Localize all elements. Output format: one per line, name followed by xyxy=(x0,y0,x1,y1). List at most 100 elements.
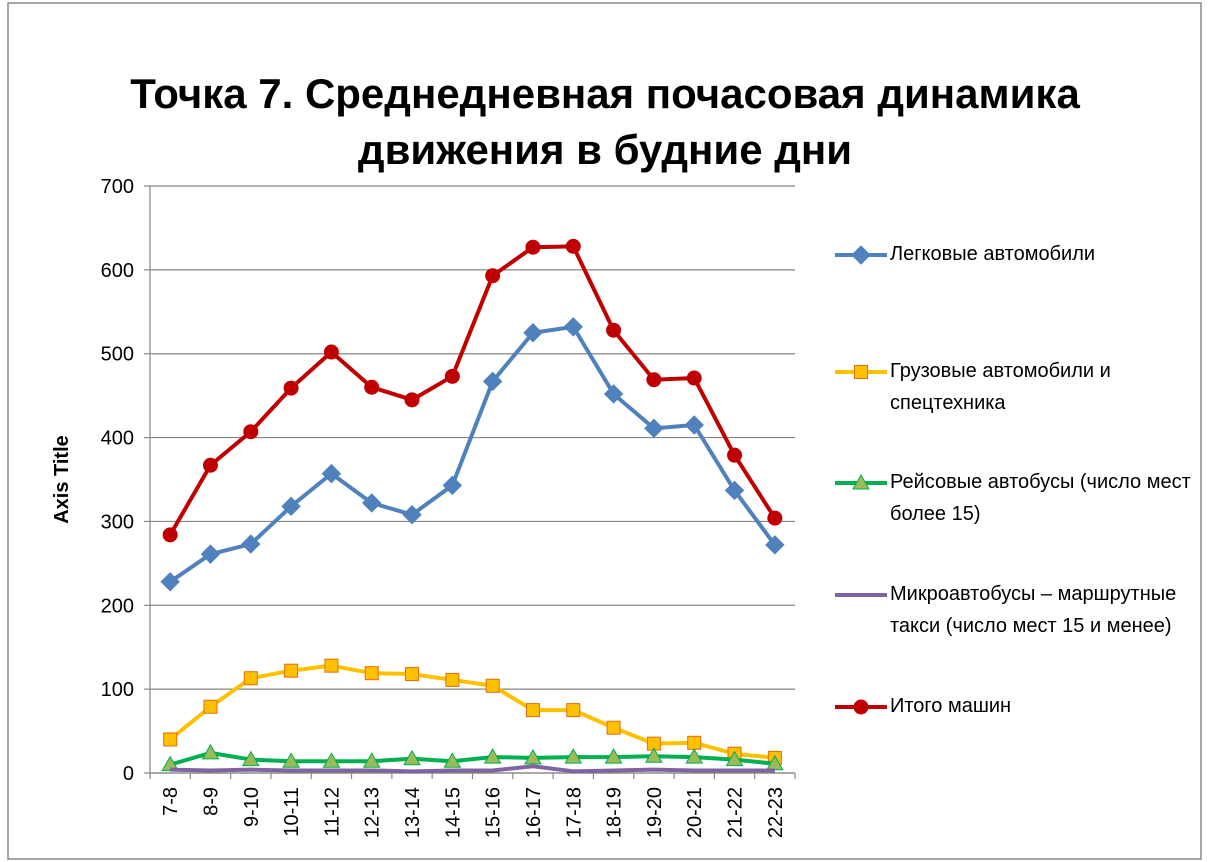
x-tick-label: 21-22 xyxy=(725,787,747,838)
marker xyxy=(162,527,178,543)
marker xyxy=(485,678,500,693)
marker xyxy=(853,699,869,715)
marker xyxy=(564,748,583,764)
marker xyxy=(442,475,463,496)
marker xyxy=(444,368,460,384)
marker xyxy=(606,322,622,338)
series xyxy=(162,238,783,543)
marker xyxy=(241,750,260,767)
chart-border xyxy=(7,2,1202,860)
marker xyxy=(604,748,623,764)
legend-label: Микроавтобусы – маршрутные такси (число … xyxy=(890,583,1177,637)
y-tick-label: 400 xyxy=(101,428,134,450)
series-line xyxy=(170,764,775,774)
y-tick-label: 500 xyxy=(101,344,134,366)
marker xyxy=(321,463,342,484)
marker xyxy=(403,749,421,766)
x-tick-label: 14-15 xyxy=(442,787,464,838)
y-tick-label: 700 xyxy=(101,176,134,198)
marker xyxy=(483,748,502,764)
x-tick-label: 9-10 xyxy=(241,787,263,827)
legend-label: Итого машин xyxy=(890,695,1012,717)
legend-label: Грузовые автомобили и спецтехника xyxy=(890,360,1111,414)
marker xyxy=(364,666,379,681)
marker xyxy=(200,544,221,564)
marker xyxy=(765,754,784,771)
marker xyxy=(201,743,220,760)
marker xyxy=(687,735,702,750)
x-tick-label: 22-23 xyxy=(765,787,787,838)
legend-label: Рейсовые автобусы (число мест более 15) xyxy=(890,471,1191,525)
x-tick-label: 17-18 xyxy=(563,787,585,838)
marker xyxy=(684,415,704,435)
series xyxy=(161,743,784,772)
marker xyxy=(163,732,178,747)
marker xyxy=(160,572,180,592)
marker xyxy=(565,238,581,254)
marker xyxy=(767,510,783,526)
series xyxy=(163,658,782,765)
y-tick-label: 600 xyxy=(101,260,134,282)
x-tick-label: 16-17 xyxy=(523,787,545,838)
x-tick-label: 13-14 xyxy=(402,787,424,838)
marker xyxy=(525,239,541,255)
series-line xyxy=(168,244,777,536)
marker xyxy=(645,747,663,763)
series xyxy=(160,317,785,592)
marker xyxy=(606,720,621,735)
marker xyxy=(482,371,503,392)
series-line xyxy=(169,750,776,767)
x-tick-label: 19-20 xyxy=(644,787,666,838)
x-tick-label: 20-21 xyxy=(684,787,706,838)
marker xyxy=(523,323,543,343)
marker xyxy=(283,380,299,396)
x-tick-label: 18-19 xyxy=(604,787,626,838)
marker xyxy=(241,534,261,554)
marker xyxy=(686,370,702,386)
marker xyxy=(282,752,300,768)
x-tick-label: 12-13 xyxy=(362,787,384,838)
marker xyxy=(646,372,662,388)
marker xyxy=(203,699,218,714)
marker xyxy=(563,317,583,337)
marker xyxy=(202,457,218,473)
series xyxy=(170,764,775,774)
marker xyxy=(485,268,501,284)
marker xyxy=(727,447,743,463)
marker xyxy=(854,365,868,379)
marker xyxy=(362,493,382,513)
series-line xyxy=(169,324,777,584)
marker xyxy=(524,748,542,765)
x-tick-label: 10-11 xyxy=(281,787,303,837)
chart-title: Точка 7. Среднедневная почасовая динамик… xyxy=(130,70,1080,173)
marker xyxy=(281,496,301,517)
series-line xyxy=(168,663,776,760)
y-axis-title: Axis Title xyxy=(51,435,73,524)
marker xyxy=(765,535,785,555)
marker xyxy=(443,752,462,768)
marker xyxy=(324,658,339,673)
marker xyxy=(724,480,745,501)
marker xyxy=(525,703,540,718)
y-tick-label: 0 xyxy=(123,763,134,785)
y-tick-label: 300 xyxy=(101,511,134,533)
marker xyxy=(323,344,339,360)
marker xyxy=(603,384,624,404)
marker xyxy=(322,752,341,768)
marker xyxy=(243,671,258,686)
x-tick-label: 8-9 xyxy=(200,787,222,816)
y-tick-label: 200 xyxy=(101,595,134,617)
marker xyxy=(362,752,381,768)
marker xyxy=(284,663,299,678)
marker xyxy=(685,748,704,764)
marker xyxy=(402,505,422,525)
marker xyxy=(364,379,380,395)
legend-label: Легковые автомобили xyxy=(890,243,1096,265)
marker xyxy=(851,245,871,265)
marker xyxy=(644,418,664,439)
x-tick-label: 7-8 xyxy=(160,787,182,816)
y-tick-label: 100 xyxy=(101,679,134,701)
x-tick-label: 11-12 xyxy=(321,787,343,837)
